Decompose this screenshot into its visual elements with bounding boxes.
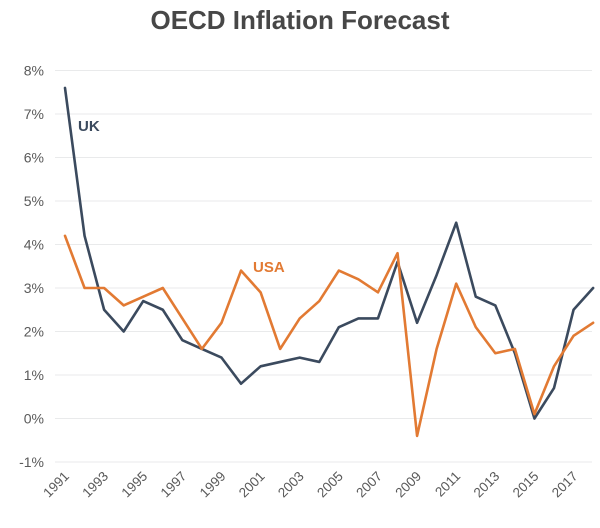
y-tick-label: 8%: [24, 63, 44, 79]
uk-line: [63, 86, 595, 420]
x-tick-label: 1993: [79, 469, 111, 501]
y-tick-label: 4%: [24, 237, 44, 253]
x-tick-label: 2003: [275, 469, 307, 501]
y-tick-label: 6%: [24, 150, 44, 166]
x-tick-label: 2015: [510, 469, 542, 501]
uk-series-label: UK: [78, 118, 100, 135]
y-tick-label: 5%: [24, 193, 44, 209]
x-tick-label: 2017: [549, 469, 581, 501]
usa-series-label: USA: [253, 259, 285, 276]
usa-line: [63, 234, 595, 438]
x-tick-label: 2013: [471, 469, 503, 501]
y-tick-label: 0%: [24, 411, 44, 427]
chart-title: OECD Inflation Forecast: [150, 5, 450, 35]
x-tick-label: 1997: [158, 469, 190, 501]
x-tick-label: 1995: [119, 469, 151, 501]
y-tick-label: 3%: [24, 280, 44, 296]
x-tick-label: 2001: [236, 469, 268, 501]
x-tick-label: 1991: [40, 469, 72, 501]
x-tick-label: 1999: [197, 469, 229, 501]
x-tick-label: 2011: [432, 469, 463, 500]
y-tick-label: -1%: [19, 454, 44, 470]
x-tick-label: 2005: [314, 469, 346, 501]
y-tick-label: 7%: [24, 106, 44, 122]
y-tick-label: 1%: [24, 367, 44, 383]
x-tick-label: 2009: [392, 469, 424, 501]
y-tick-label: 2%: [24, 324, 44, 340]
x-tick-label: 2007: [353, 469, 385, 501]
